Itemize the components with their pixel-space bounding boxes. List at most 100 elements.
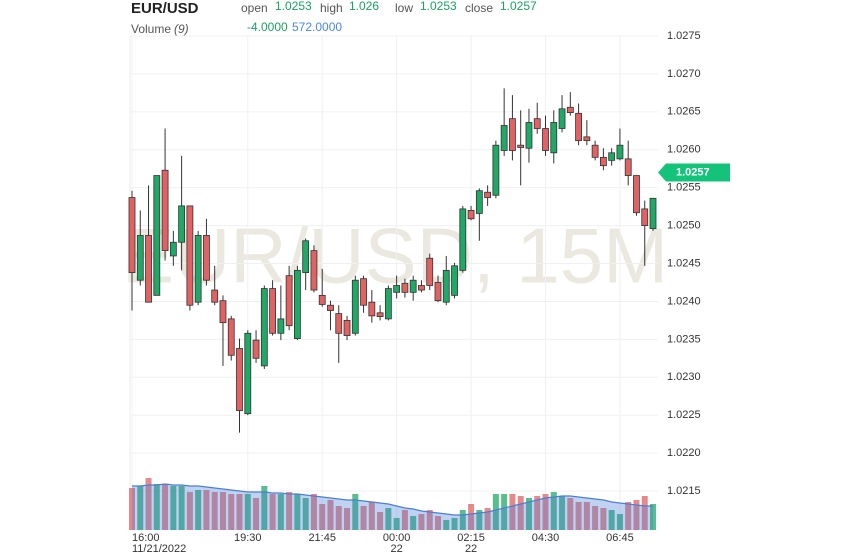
- volume-bar: [426, 510, 433, 530]
- volume-bar: [625, 502, 632, 530]
- candle-body: [368, 301, 376, 317]
- candle-body: [310, 250, 318, 291]
- volume-bar: [567, 498, 574, 530]
- y-tick-label: 1.0275: [667, 30, 701, 42]
- candle-body: [542, 128, 549, 151]
- volume-ma-line: [132, 483, 653, 516]
- volume-bar: [459, 510, 466, 530]
- volume-bar: [236, 494, 243, 530]
- volume-change: -4.0000: [247, 20, 288, 34]
- candle-body: [591, 144, 599, 158]
- volume-bar: [368, 502, 375, 530]
- volume-bar: [178, 486, 185, 530]
- candle-body: [302, 240, 310, 274]
- candle-body: [409, 279, 417, 293]
- volume-bar: [170, 486, 177, 530]
- volume-bar: [468, 504, 475, 530]
- last-price-tag: [658, 163, 730, 182]
- volume-bar: [410, 516, 417, 530]
- y-tick-label: 1.0230: [667, 371, 701, 383]
- candle-body: [161, 169, 169, 252]
- candle-body: [178, 205, 186, 243]
- volume-bar: [335, 506, 342, 530]
- volume-bar: [319, 504, 326, 530]
- volume-bar: [261, 486, 268, 530]
- x-tick-label: 21:45: [308, 532, 336, 544]
- candle-body: [484, 191, 492, 198]
- volume-bar: [186, 492, 193, 530]
- volume-bar: [302, 498, 309, 530]
- volume-bar: [377, 512, 384, 530]
- y-tick-label: 1.0250: [667, 220, 701, 232]
- candle-body: [533, 118, 541, 129]
- volume-bar: [434, 516, 441, 530]
- candle-body: [285, 275, 293, 327]
- candle-body: [219, 300, 227, 324]
- volume-bar: [219, 492, 226, 530]
- candle-body: [434, 282, 442, 302]
- candle-body: [509, 118, 516, 151]
- volume-bar: [145, 478, 152, 530]
- y-tick-label: 1.0220: [667, 447, 701, 459]
- volume-bar: [616, 514, 623, 530]
- volume-period: (9): [174, 22, 189, 36]
- volume-value: 572.0000: [292, 20, 342, 34]
- candle-body: [641, 208, 649, 227]
- candle-body: [227, 318, 235, 356]
- volume-bar: [228, 494, 235, 530]
- candle-body: [426, 257, 434, 286]
- candle-body: [153, 175, 161, 296]
- candle-body: [376, 312, 384, 318]
- volume-bar: [583, 502, 590, 530]
- volume-bar: [550, 492, 557, 530]
- candle-body: [327, 304, 334, 311]
- y-tick-label: 1.0265: [667, 106, 701, 118]
- candle-body: [500, 125, 508, 151]
- volume-bar: [129, 488, 135, 530]
- volume-bar: [153, 484, 160, 530]
- candle-body: [566, 106, 574, 113]
- close-value: 1.0257: [500, 0, 537, 13]
- x-tick-label: 19:30: [234, 532, 262, 544]
- candle-body: [517, 144, 525, 148]
- candle-body: [236, 348, 243, 412]
- candle-body: [343, 319, 351, 336]
- volume-bar: [600, 508, 607, 530]
- volume-bar: [451, 518, 458, 530]
- y-tick-label: 1.0260: [667, 144, 701, 156]
- volume-bar: [443, 520, 450, 530]
- y-tick-label: 1.0225: [667, 409, 701, 421]
- x-tick-label: 02:15: [457, 532, 485, 544]
- candle-body: [169, 241, 177, 257]
- volume-bar: [344, 508, 351, 530]
- volume-bar: [253, 498, 260, 530]
- volume-label: Volume: [131, 22, 171, 36]
- y-tick-label: 1.0245: [667, 257, 701, 269]
- symbol: EUR/USD: [131, 0, 199, 17]
- y-tick-label: 1.0215: [667, 485, 701, 497]
- close-label: close: [465, 1, 493, 15]
- y-tick-label: 1.0255: [667, 182, 701, 194]
- candle-body: [203, 235, 210, 281]
- x-tick-label: 00:00: [383, 532, 411, 544]
- open-label: open: [241, 1, 268, 15]
- candle-body: [252, 339, 260, 359]
- volume-bar: [650, 504, 657, 530]
- candle-body: [211, 289, 219, 303]
- candle-body: [459, 208, 467, 271]
- volume-bar: [393, 518, 400, 530]
- candle-body: [269, 288, 276, 334]
- y-tick-label: 1.0270: [667, 68, 701, 80]
- volume-bar: [401, 510, 408, 530]
- volume-bar: [476, 510, 483, 530]
- volume-bar: [418, 514, 425, 530]
- candle-body: [451, 265, 458, 296]
- y-tick-label: 1.0240: [667, 295, 701, 307]
- candle-body: [186, 205, 194, 306]
- volume-bar: [592, 506, 599, 530]
- candle-body: [277, 318, 285, 334]
- volume-bar: [162, 484, 169, 530]
- x-tick-label: 06:45: [606, 532, 634, 544]
- volume-bar: [195, 490, 202, 530]
